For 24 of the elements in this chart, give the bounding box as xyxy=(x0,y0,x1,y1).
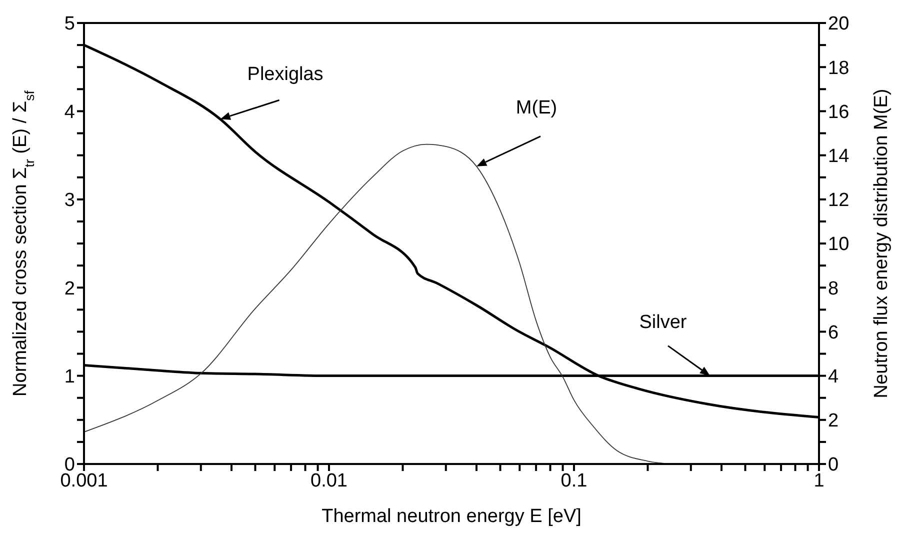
x-tick-label: 0.1 xyxy=(560,470,588,492)
y2-tick-label: 10 xyxy=(828,234,850,256)
y-tick-label: 5 xyxy=(64,14,75,35)
y2-tick-label: 16 xyxy=(828,102,850,123)
x-tick-label: 0.01 xyxy=(310,470,348,492)
y-tick-label: 3 xyxy=(64,190,75,212)
y2-tick-label: 0 xyxy=(828,454,839,476)
y2-tick-label: 2 xyxy=(828,410,839,432)
y-tick-label: 2 xyxy=(64,278,75,300)
x-axis-title: Thermal neutron energy E [eV] xyxy=(322,506,582,527)
y2-tick-label: 18 xyxy=(828,58,850,79)
y2-tick-label: 8 xyxy=(828,278,839,300)
y2-tick-label: 6 xyxy=(828,322,839,344)
y2-tick-label: 4 xyxy=(828,366,839,388)
y-tick-label: 1 xyxy=(64,366,75,388)
text: Plexiglas xyxy=(247,64,324,86)
y2-axis-title: Neutron flux energy distribution M(E) xyxy=(871,88,892,398)
y2-tick-label: 14 xyxy=(828,146,850,168)
y-tick-label: 4 xyxy=(64,102,76,123)
text: M(E) xyxy=(516,97,558,118)
text: Silver xyxy=(639,312,688,333)
x-tick-label: 1 xyxy=(814,470,824,492)
y2-tick-label: 20 xyxy=(828,14,850,35)
y2-tick-label: 12 xyxy=(828,190,850,212)
